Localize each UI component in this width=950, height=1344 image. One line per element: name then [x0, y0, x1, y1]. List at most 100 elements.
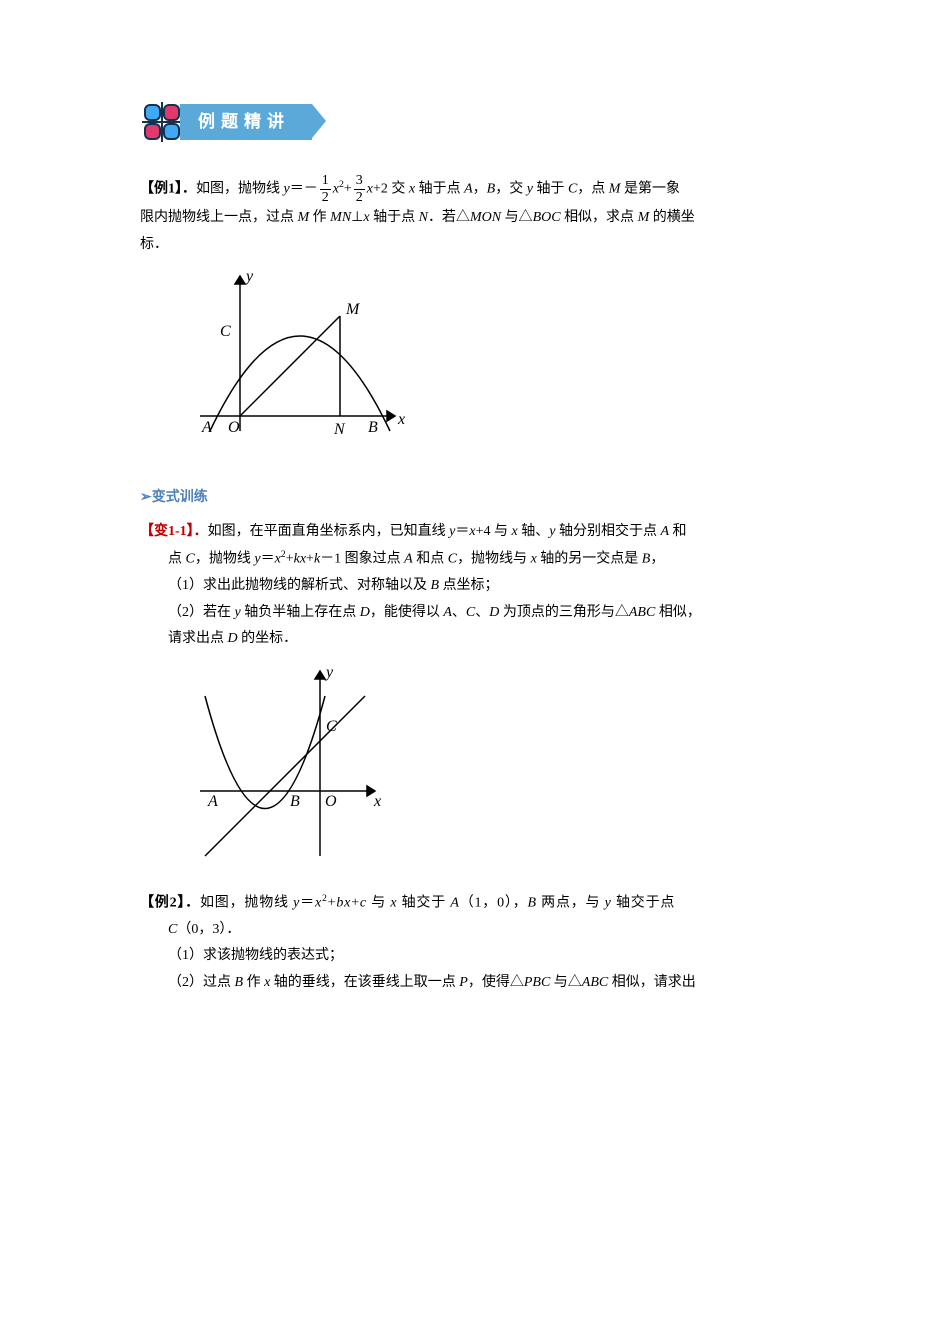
- v: ABC: [629, 605, 655, 620]
- var1-text: 【变1-1】．如图，在平面直角坐标系内，已知直线 y＝x+4 与 x 轴、y 轴…: [140, 519, 810, 546]
- pt-b: B: [487, 182, 496, 197]
- t: 与△: [550, 975, 582, 990]
- lbl-B: B: [368, 419, 378, 436]
- v: D: [360, 605, 370, 620]
- v: A: [660, 524, 669, 539]
- t: ，: [513, 895, 528, 910]
- pt-m: M: [638, 210, 650, 225]
- var1-q3: 请求出点 D 的坐标．: [140, 626, 810, 653]
- v: D: [489, 605, 499, 620]
- v: A: [404, 552, 413, 567]
- v: A: [450, 895, 459, 910]
- ex1-svg: y x A O N B C M: [190, 266, 410, 446]
- lbl-A: A: [207, 793, 218, 810]
- pt-a: A: [464, 182, 473, 197]
- var1-q1: （1）求出此抛物线的解析式、对称轴以及 B 点坐标；: [140, 573, 810, 600]
- num: 3: [354, 174, 365, 190]
- examples-icon: [140, 100, 184, 144]
- t: 的横坐: [649, 210, 695, 225]
- t: 与: [367, 895, 390, 910]
- t: （1）求出此抛物线的解析式、对称轴以及: [168, 578, 431, 593]
- fraction-half: 12: [318, 174, 333, 205]
- t: 如图，抛物线: [200, 895, 293, 910]
- ex2-text: 【例2】．如图，抛物线 y＝x2+bx+c 与 x 轴交于 A（1，0），B 两…: [140, 890, 810, 917]
- t: 点: [168, 552, 186, 567]
- t: 相似，求点: [561, 210, 638, 225]
- t: ＝: [261, 552, 275, 567]
- t: 的坐标．: [238, 631, 298, 646]
- t: ，抛物线: [195, 552, 255, 567]
- v: P: [459, 975, 468, 990]
- t: +: [286, 552, 294, 567]
- v: b: [336, 895, 344, 910]
- lbl-N: N: [333, 421, 346, 438]
- t: ，使得△: [468, 975, 524, 990]
- example-1: 【例1】．如图，抛物线 y＝－12x2+32x+2 交 x 轴于点 A，B，交 …: [140, 174, 810, 457]
- v: C: [448, 552, 457, 567]
- den: 2: [320, 190, 331, 205]
- var1-q2: （2）若在 y 轴负半轴上存在点 D，能使得以 A、C、D 为顶点的三角形与△A…: [140, 600, 810, 627]
- var1-figure: y x A B O C: [190, 661, 810, 872]
- lbl-C: C: [326, 718, 337, 735]
- ex1-text-2: 限内抛物线上一点，过点 M 作 MN⊥x 轴于点 N．若△MON 与△BOC 相…: [140, 205, 810, 232]
- t: （2）过点: [168, 975, 235, 990]
- t: ，: [650, 552, 664, 567]
- ex2-q2: （2）过点 B 作 x 轴的垂线，在该垂线上取一点 P，使得△PBC 与△ABC…: [140, 970, 810, 997]
- den: 2: [354, 190, 365, 205]
- t: 限内抛物线上一点，过点: [140, 210, 298, 225]
- t: 与△: [501, 210, 533, 225]
- t: 轴于: [533, 182, 568, 197]
- perp: ⊥: [351, 210, 363, 225]
- lbl-y: y: [324, 664, 334, 681]
- t: （0，3）．: [177, 922, 240, 937]
- pt-m: M: [298, 210, 310, 225]
- lbl-x: x: [373, 793, 381, 810]
- t: 、: [475, 605, 489, 620]
- t: 标．: [140, 237, 168, 252]
- lbl-O: O: [325, 793, 337, 810]
- lbl-A: A: [201, 419, 212, 436]
- v: C: [466, 605, 475, 620]
- t: （2）若在: [168, 605, 235, 620]
- t: 、: [452, 605, 466, 620]
- v: k: [314, 552, 320, 567]
- t: +4 与: [476, 524, 512, 539]
- var1-tag: 【变1-1】．: [140, 524, 208, 539]
- pt-c: C: [568, 182, 577, 197]
- lbl-x: x: [397, 411, 405, 428]
- t: +: [351, 895, 360, 910]
- section-banner: 例题精讲: [140, 100, 810, 144]
- t: 如图，在平面直角坐标系内，已知直线: [208, 524, 450, 539]
- t: +2 交: [373, 182, 409, 197]
- t: （1，0）: [460, 895, 513, 910]
- pt-n: N: [419, 210, 428, 225]
- t: 轴的垂线，在该垂线上取一点: [270, 975, 459, 990]
- t: 为顶点的三角形与△: [499, 605, 629, 620]
- t: 轴于点: [415, 182, 464, 197]
- fraction-three-half: 32: [352, 174, 367, 205]
- t: 轴交于: [397, 895, 450, 910]
- t: 和点: [413, 552, 448, 567]
- t: +: [344, 182, 352, 197]
- t: ，: [473, 182, 487, 197]
- lbl-O: O: [228, 419, 240, 436]
- t: 轴、: [518, 524, 550, 539]
- t: 点坐标；: [439, 578, 499, 593]
- t: +: [306, 552, 314, 567]
- ex1-text-3: 标．: [140, 232, 810, 259]
- var1-text-2: 点 C，抛物线 y＝x2+kx+k+k－1 图象过点 －1 图象过点 A 和点 …: [140, 546, 810, 573]
- variation-1-1: 【变1-1】．如图，在平面直角坐标系内，已知直线 y＝x+4 与 x 轴、y 轴…: [140, 519, 810, 871]
- t: 轴交于点: [612, 895, 676, 910]
- t: ＝: [455, 524, 469, 539]
- example-2: 【例2】．如图，抛物线 y＝x2+bx+c 与 x 轴交于 A（1，0），B 两…: [140, 890, 810, 997]
- ex1-figure: y x A O N B C M: [190, 266, 810, 457]
- lbl-y: y: [244, 268, 254, 285]
- ex2-tag: 【例2】．: [140, 895, 200, 910]
- page: 例题精讲 【例1】．如图，抛物线 y＝－12x2+32x+2 交 x 轴于点 A…: [0, 0, 950, 1344]
- lbl-M: M: [345, 301, 361, 318]
- ex2-text-2: C（0，3）．: [140, 917, 810, 944]
- v: C: [168, 922, 177, 937]
- variation-heading: ➢变式训练: [140, 485, 810, 512]
- ex1-text: 【例1】．如图，抛物线 y＝－12x2+32x+2 交 x 轴于点 A，B，交 …: [140, 174, 810, 205]
- v: D: [228, 631, 238, 646]
